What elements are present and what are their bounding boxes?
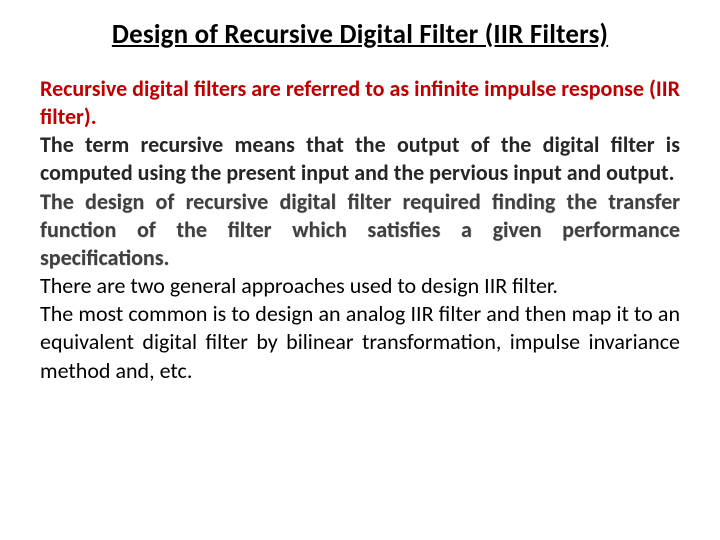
slide-body: Recursive digital filters are referred t… — [40, 75, 680, 385]
paragraph-2: The term recursive means that the output… — [40, 131, 680, 186]
paragraph-1: Recursive digital filters are referred t… — [40, 75, 680, 130]
slide-title: Design of Recursive Digital Filter (IIR … — [40, 18, 680, 51]
paragraph-3: The design of recursive digital filter r… — [40, 188, 680, 271]
paragraph-4: There are two general approaches used to… — [40, 272, 558, 299]
slide-container: Design of Recursive Digital Filter (IIR … — [0, 0, 720, 540]
paragraph-5: The most common is to design an analog I… — [40, 300, 680, 383]
